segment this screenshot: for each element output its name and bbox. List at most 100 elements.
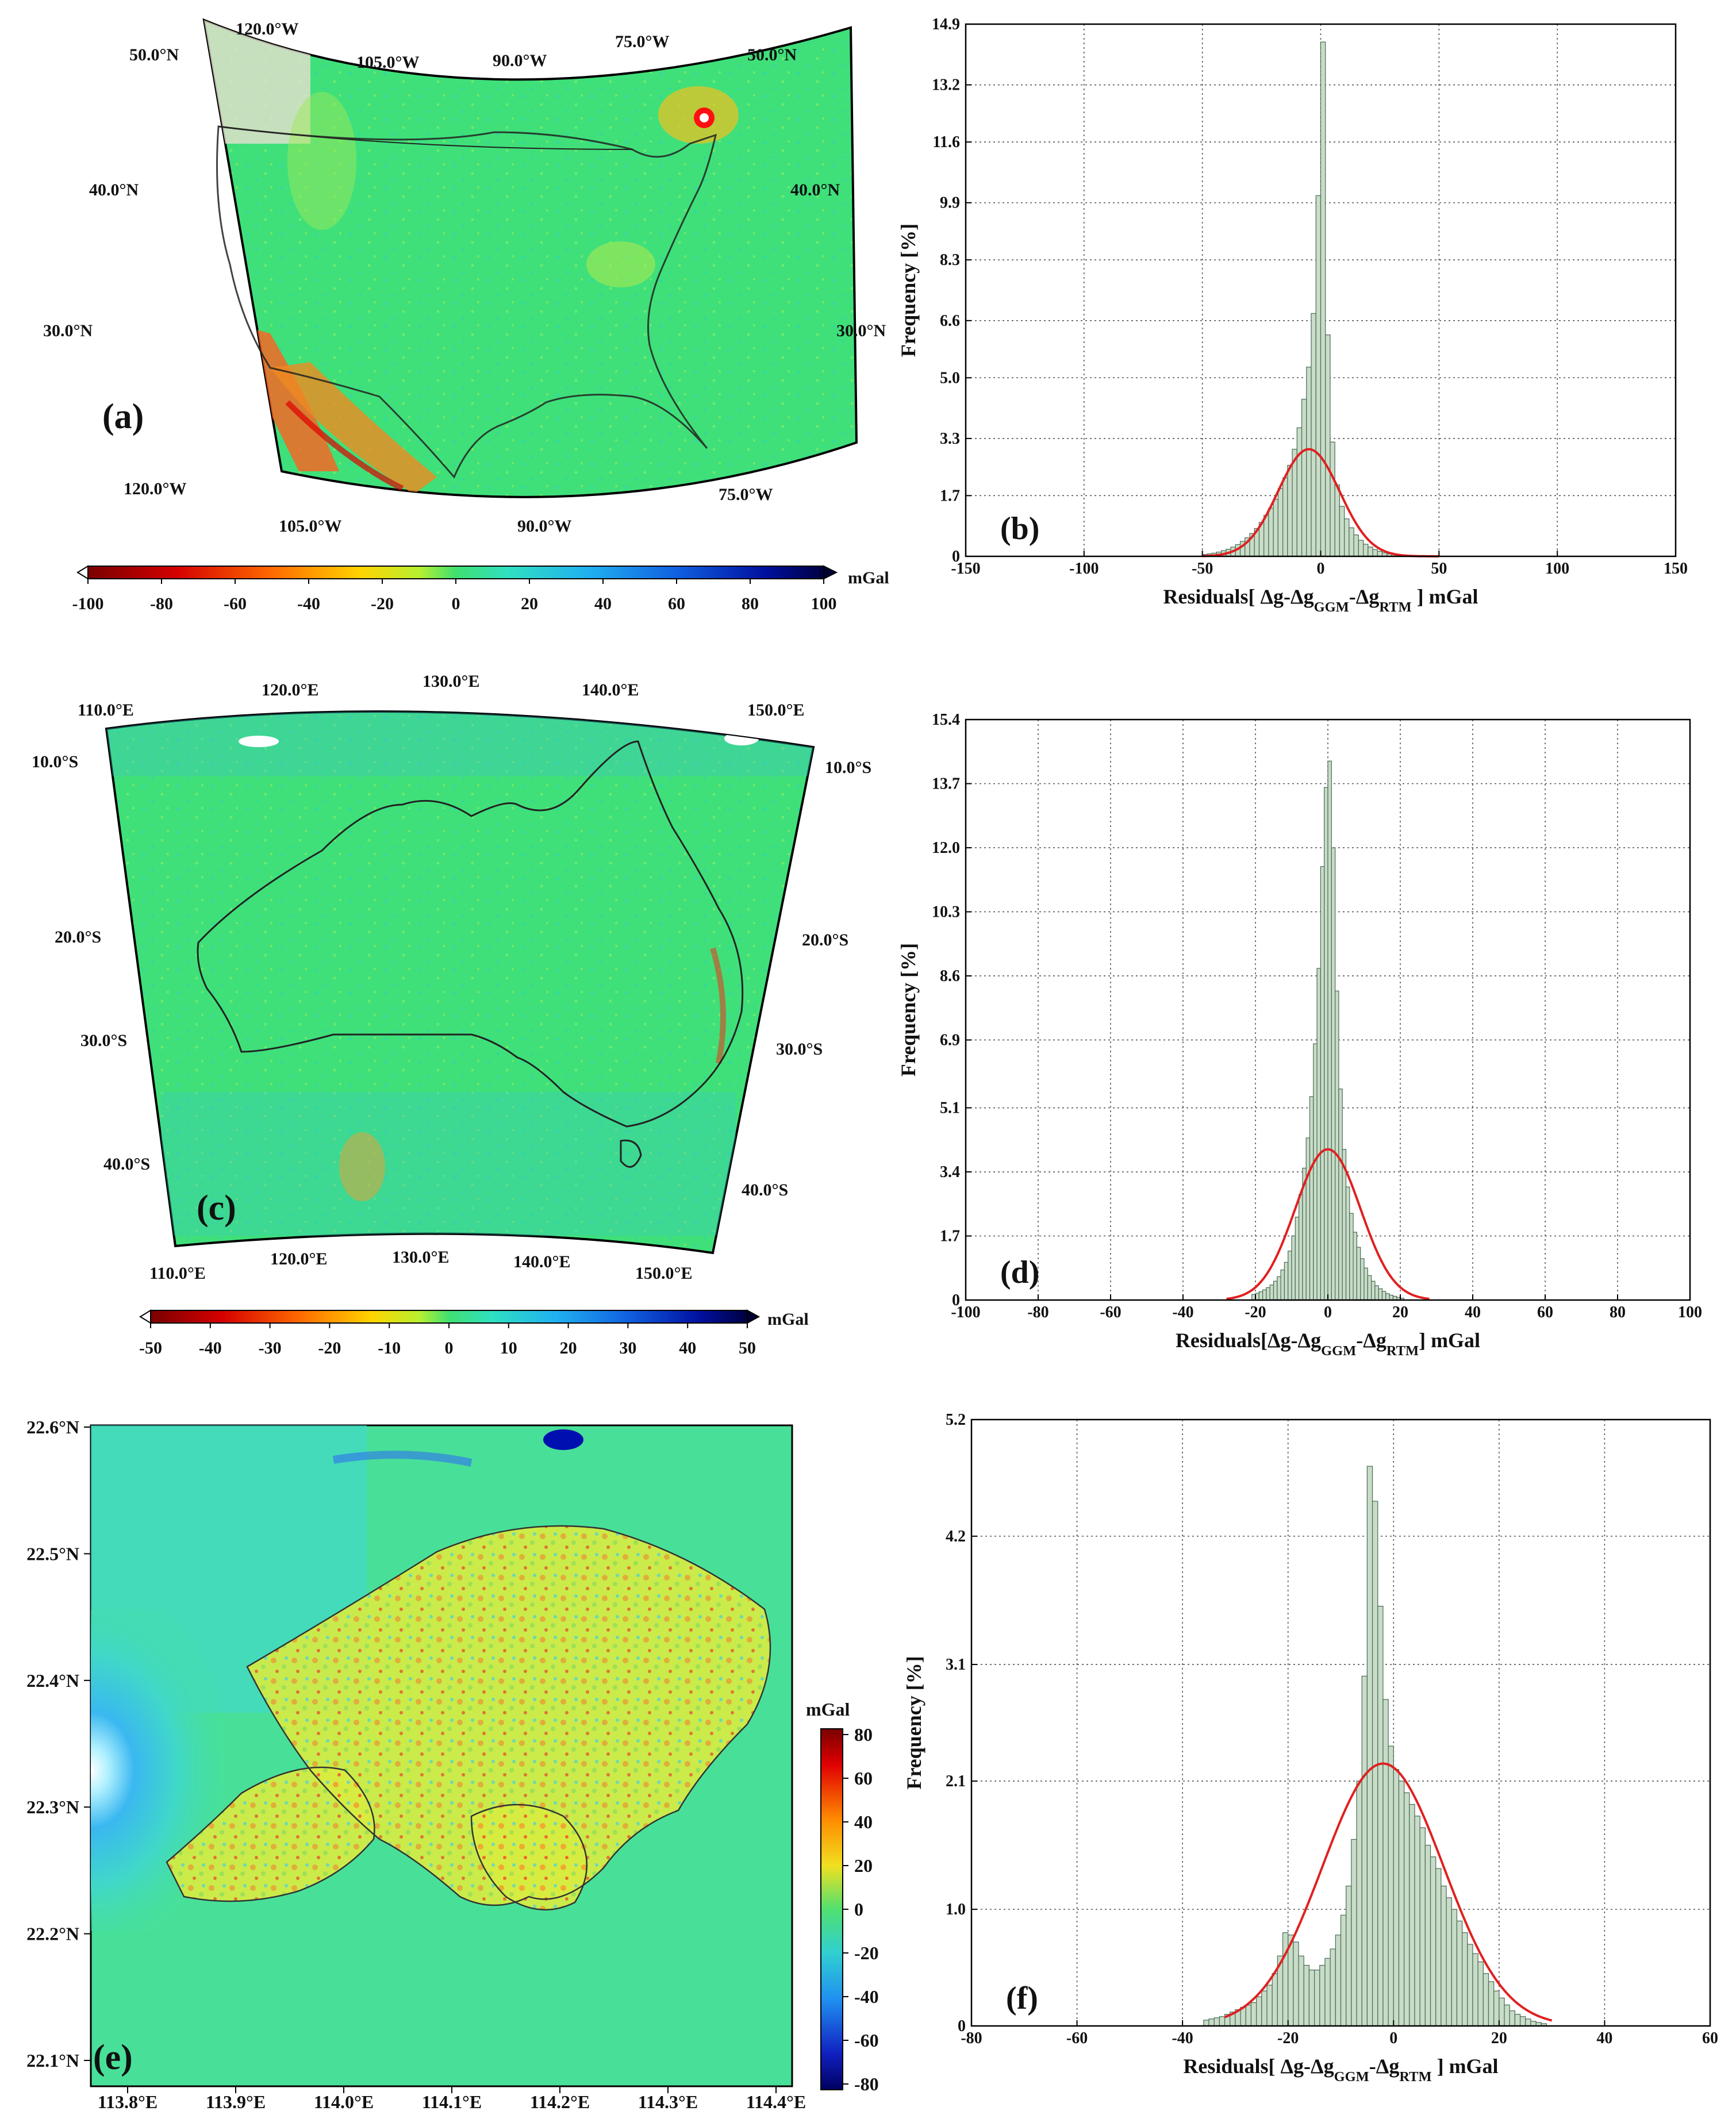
plot-frame (970, 1418, 1711, 2027)
panel-label: (b) (1000, 511, 1039, 547)
map-c-right-lat-2: 20.0°S (802, 930, 848, 949)
map-e-lat-label: 22.2°N (26, 1924, 79, 1944)
x-tick-label: 60 (1702, 2029, 1718, 2047)
histogram-bar (1371, 1281, 1376, 1301)
map-panel-e: (e) 113.8°E 113.9°E 114.0°E 114.1°E 114.2°E 1… (26, 1417, 806, 2111)
x-tick-label: 150 (1664, 560, 1688, 578)
histogram-bar (1311, 313, 1316, 557)
colorbar-e-tick-label: -80 (854, 2074, 879, 2094)
x-tick-label: -150 (951, 560, 980, 578)
histogram-bar (1398, 1781, 1405, 2027)
map-a-top-lon-3: 90.0°W (493, 51, 547, 70)
histogram-bar (1363, 544, 1369, 557)
map-a-top-lon-4: 75.0°W (615, 32, 670, 51)
y-axis-label: Frequency [%] (902, 1656, 925, 1789)
map-a-bottom-lon-4: 75.0°W (719, 485, 773, 504)
y-tick-label: 1.0 (946, 1901, 966, 1918)
y-tick-label: 4.2 (946, 1528, 966, 1545)
histogram-bar (1340, 1914, 1347, 2027)
histogram-bar (1293, 1941, 1299, 2027)
usa-coastline (216, 125, 717, 479)
histogram-bar (1349, 527, 1354, 557)
y-axis-label: Frequency [%] (897, 943, 920, 1076)
histogram-bar (1339, 506, 1345, 557)
map-e-lon-label: 114.3°E (638, 2091, 698, 2111)
map-e-lat-label: 22.3°N (26, 1797, 79, 1817)
y-axis-label: Frequency [%] (897, 224, 920, 357)
y-tick-label: 13.7 (932, 775, 960, 793)
y-tick-label: 10.3 (932, 903, 960, 921)
y-tick-label: 12.0 (932, 839, 960, 857)
histogram-bar (1308, 1970, 1315, 2027)
histogram-bar (1344, 518, 1350, 557)
histogram-bar (1367, 1275, 1372, 1301)
colorbar-c-tick-label: 10 (500, 1339, 517, 1358)
histogram-bar (1456, 1920, 1463, 2027)
histogram-bar (1262, 1289, 1267, 1301)
colorbar-a-tick-label: 20 (521, 594, 538, 613)
colorbar-a-tick-label: -40 (297, 594, 320, 613)
map-c-top-lon-2: 120.0°E (262, 680, 319, 699)
histogram-bar (1245, 2004, 1252, 2027)
map-a-bottom-lon-1: 120.0°W (124, 479, 187, 498)
y-tick-label: 14.9 (932, 16, 960, 33)
histogram-bar (1277, 488, 1284, 557)
colorbar-a-tick-label: -20 (371, 594, 394, 613)
map-a-bottom-lon-2: 105.0°W (279, 517, 342, 536)
x-axis-label: Residuals[Δg-ΔgGGM-ΔgRTM] mGal (1176, 1329, 1480, 1359)
histogram-bar (1477, 1961, 1484, 2027)
colorbar-a: mGal -100 -80 -60 -40 -20 0 20 40 60 80 100 (72, 565, 889, 613)
map-a-top-lon-2: 105.0°W (356, 53, 420, 72)
colorbar-c: mGal -50 -40 -30 -20 -10 0 10 20 30 40 50 (139, 1309, 809, 1358)
panel-label-a: (a) (102, 397, 144, 436)
histogram-bar (1330, 1948, 1336, 2027)
colorbar-e-tick-label: 80 (854, 1724, 873, 1745)
map-c-top-lon-1: 110.0°E (78, 701, 134, 720)
histogram-bar (1305, 1137, 1311, 1301)
map-c-left-lat-2: 20.0°S (55, 928, 101, 947)
colorbar-c-low-triangle (139, 1309, 151, 1324)
x-tick-label: -100 (951, 1303, 980, 1321)
histogram-bar (1368, 547, 1373, 557)
colorbar-e-tick-label: 0 (854, 1899, 863, 1920)
y-tick-label: 0 (952, 1291, 960, 1309)
y-tick-label: 8.3 (940, 251, 960, 269)
colorbar-a-tick-label: 60 (668, 594, 685, 613)
x-tick-label: 20 (1392, 1303, 1408, 1321)
colorbar-c-tick-label: -20 (318, 1339, 341, 1358)
panel-label: (f) (1006, 1981, 1038, 2016)
x-tick-label: -40 (1172, 2029, 1193, 2047)
histogram-bar (1291, 1235, 1296, 1301)
y-tick-label: 6.6 (940, 312, 960, 330)
histogram-bar (1303, 1964, 1310, 2027)
normal-fit-curve (1226, 1148, 1430, 1300)
histogram-bar (1301, 398, 1307, 557)
histogram-bar (1385, 1293, 1390, 1301)
histogram-bar (1266, 1287, 1270, 1301)
histogram-bar (1382, 1699, 1389, 2027)
y-tick-label: 1.7 (940, 1228, 960, 1245)
x-tick-label: -80 (961, 2029, 982, 2047)
colorbar-a-tick-label: -80 (150, 594, 173, 613)
histogram-bar (1258, 1291, 1263, 1301)
histogram-bar (1208, 2018, 1215, 2027)
map-c-right-lat-3: 30.0°S (776, 1040, 823, 1059)
histogram-bar (1325, 334, 1331, 557)
colorbar-e-tick-label: -20 (854, 1943, 879, 1963)
histogram-bar (1358, 540, 1364, 557)
histogram-bar (1364, 1267, 1368, 1301)
colorbar-e-tick-label: -40 (854, 1986, 879, 2007)
x-tick-label: 50 (1431, 560, 1447, 578)
histogram-bar (1349, 1213, 1354, 1301)
y-tick-label: 3.4 (940, 1163, 960, 1181)
map-a-top-lon-1: 120.0°W (236, 20, 299, 39)
y-tick-label: 1.7 (940, 487, 960, 505)
colorbar-c-tick-label: -50 (139, 1339, 162, 1358)
histogram-bar (1334, 485, 1341, 557)
histogram-bar (1519, 2016, 1526, 2027)
histogram-bar (1330, 441, 1335, 557)
y-tick-label: 0 (958, 2017, 966, 2035)
histogram-bar (1314, 1970, 1320, 2027)
histogram-bar (1482, 1973, 1489, 2027)
histogram-bar (1488, 1981, 1495, 2027)
